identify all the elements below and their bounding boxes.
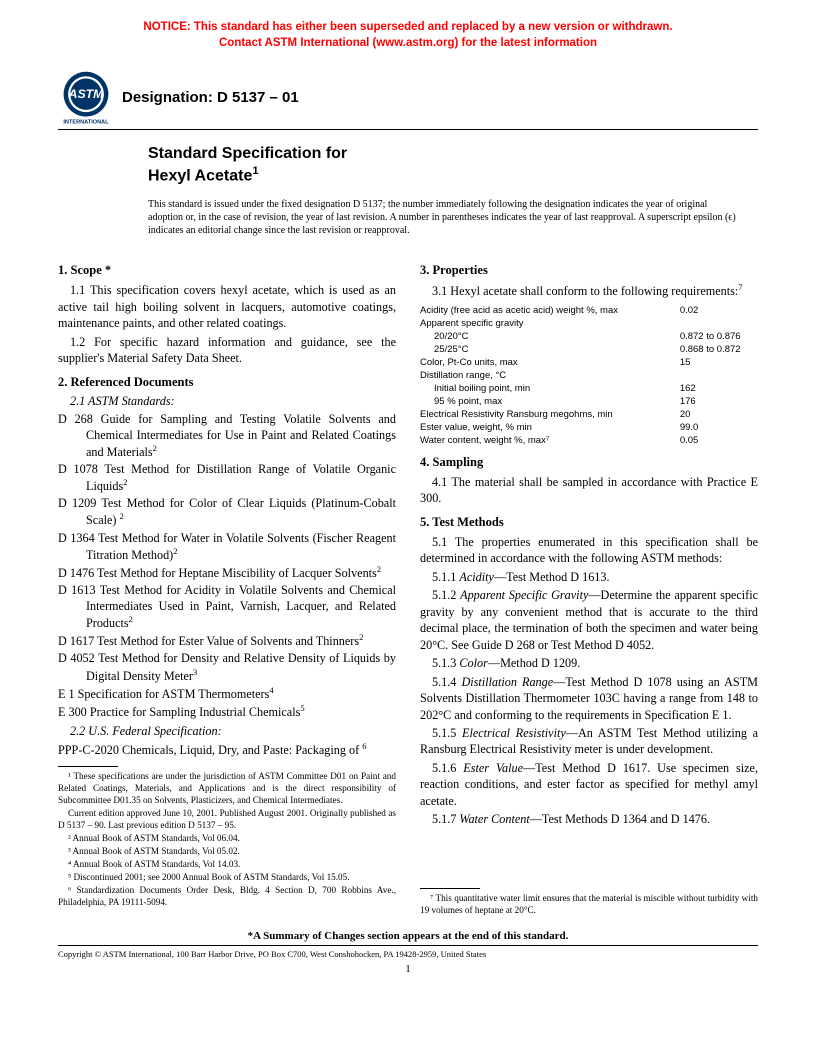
table-row: 20/20°C0.872 to 0.876 [420, 330, 758, 343]
ref-list: D 268 Guide for Sampling and Testing Vol… [58, 411, 396, 720]
copyright: Copyright © ASTM International, 100 Barr… [58, 949, 758, 959]
footnote: Current edition approved June 10, 2001. … [58, 808, 396, 832]
ref-item: D 1364 Test Method for Water in Volatile… [58, 530, 396, 563]
footnote: ¹ These specifications are under the jur… [58, 771, 396, 807]
footnote: ⁵ Discontinued 2001; see 2000 Annual Boo… [58, 872, 396, 884]
summary-note: *A Summary of Changes section appears at… [58, 930, 758, 942]
intro-paragraph: This standard is issued under the fixed … [148, 198, 738, 237]
right-column: 3. Properties 3.1 Hexyl acetate shall co… [420, 255, 758, 917]
bottom-rule [58, 945, 758, 946]
ref-item: D 1613 Test Method for Acidity in Volati… [58, 582, 396, 631]
table-row: 25/25°C0.868 to 0.872 [420, 343, 758, 356]
footnote-rule [58, 766, 118, 767]
notice-line2: Contact ASTM International (www.astm.org… [219, 37, 597, 49]
tm-p16: 5.1.6 Ester Value—Test Method D 1617. Us… [420, 760, 758, 809]
ref-item: E 1 Specification for ASTM Thermometers4 [58, 685, 396, 702]
tm-p13: 5.1.3 Color—Method D 1209. [420, 655, 758, 671]
table-row: Color, Pt-Co units, max15 [420, 356, 758, 369]
section-scope-heading: 1. Scope * [58, 263, 396, 278]
refdocs-sub2: 2.2 U.S. Federal Specification: [70, 724, 396, 739]
ref-item: D 268 Guide for Sampling and Testing Vol… [58, 411, 396, 460]
tm-p12: 5.1.2 Apparent Specific Gravity—Determin… [420, 587, 758, 653]
footnote: ³ Annual Book of ASTM Standards, Vol 05.… [58, 846, 396, 858]
ref-item: E 300 Practice for Sampling Industrial C… [58, 703, 396, 720]
table-row: Electrical Resistivity Ransburg megohms,… [420, 408, 758, 421]
tm-p1: 5.1 The properties enumerated in this sp… [420, 534, 758, 567]
footnotes-right: ⁷ This quantitative water limit ensures … [420, 888, 758, 917]
ref-item: D 1078 Test Method for Distillation Rang… [58, 461, 396, 494]
ref-item: D 1209 Test Method for Color of Clear Li… [58, 495, 396, 528]
refdocs-sub1: 2.1 ASTM Standards: [70, 394, 396, 409]
table-row: Apparent specific gravity [420, 317, 758, 330]
scope-p2: 1.2 For specific hazard information and … [58, 334, 396, 367]
table-row: Initial boiling point, min162 [420, 382, 758, 395]
header-row: ASTM INTERNATIONAL Designation: D 5137 –… [58, 69, 758, 125]
notice-line1: NOTICE: This standard has either been su… [143, 21, 672, 33]
left-column: 1. Scope * 1.1 This specification covers… [58, 255, 396, 917]
section-refdocs-heading: 2. Referenced Documents [58, 375, 396, 390]
notice-banner: NOTICE: This standard has either been su… [58, 20, 758, 51]
scope-p1: 1.1 This specification covers hexyl acet… [58, 282, 396, 331]
table-row: Acidity (free acid as acetic acid) weigh… [420, 304, 758, 317]
astm-logo: ASTM INTERNATIONAL [58, 69, 114, 125]
content-columns: 1. Scope * 1.1 This specification covers… [58, 255, 758, 917]
svg-text:INTERNATIONAL: INTERNATIONAL [63, 119, 109, 125]
header-rule [58, 129, 758, 130]
doc-title: Standard Specification for Hexyl Acetate… [148, 144, 758, 186]
ref-item-fed: PPP-C-2020 Chemicals, Liquid, Dry, and P… [58, 741, 396, 758]
page-number: 1 [58, 963, 758, 975]
properties-p1: 3.1 Hexyl acetate shall conform to the f… [420, 282, 758, 300]
footnotes-left: ¹ These specifications are under the jur… [58, 766, 396, 908]
footnote-rule-right [420, 888, 480, 889]
footnote: ² Annual Book of ASTM Standards, Vol 06.… [58, 833, 396, 845]
footnote: ⁴ Annual Book of ASTM Standards, Vol 14.… [58, 859, 396, 871]
section-sampling-heading: 4. Sampling [420, 455, 758, 470]
title-block: Standard Specification for Hexyl Acetate… [148, 144, 758, 186]
footnote: ⁶ Standardization Documents Order Desk, … [58, 885, 396, 909]
ref-item: D 1617 Test Method for Ester Value of So… [58, 632, 396, 649]
table-row: Ester value, weight, % min99.0 [420, 421, 758, 434]
ref-item: D 1476 Test Method for Heptane Miscibili… [58, 564, 396, 581]
tm-p15: 5.1.5 Electrical Resistivity—An ASTM Tes… [420, 725, 758, 758]
table-row: Water content, weight %, max⁷0.05 [420, 434, 758, 447]
section-properties-heading: 3. Properties [420, 263, 758, 278]
ref-item: D 4052 Test Method for Density and Relat… [58, 650, 396, 683]
tm-p14: 5.1.4 Distillation Range—Test Method D 1… [420, 674, 758, 723]
section-testmethods-heading: 5. Test Methods [420, 515, 758, 530]
tm-p17: 5.1.7 Water Content—Test Methods D 1364 … [420, 811, 758, 827]
properties-table: Acidity (free acid as acetic acid) weigh… [420, 304, 758, 447]
designation: Designation: D 5137 – 01 [122, 89, 299, 106]
tm-p11: 5.1.1 Acidity—Test Method D 1613. [420, 569, 758, 585]
table-row: Distillation range, °C [420, 369, 758, 382]
svg-text:ASTM: ASTM [68, 87, 105, 101]
footnote: ⁷ This quantitative water limit ensures … [420, 893, 758, 917]
table-row: 95 % point, max176 [420, 395, 758, 408]
sampling-p1: 4.1 The material shall be sampled in acc… [420, 474, 758, 507]
